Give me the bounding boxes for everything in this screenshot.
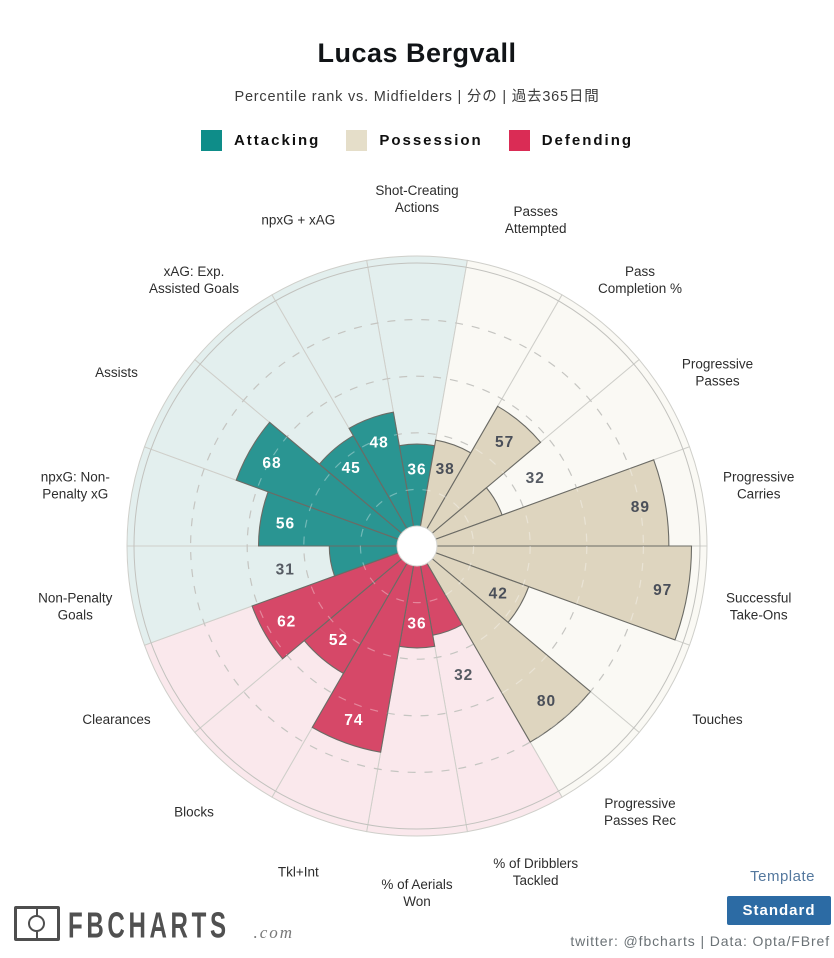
stat-label-14: npxG: Non-Penalty xG [41,470,110,502]
legend-label-possession: Possession [379,132,483,149]
template-standard-button[interactable]: Standard [727,896,831,925]
football-pitch-icon [14,906,60,941]
legend-item-attacking: Attacking [200,130,321,151]
defending-swatch-icon [508,130,530,151]
value-label-5: 97 [653,582,672,599]
stat-label-6: Touches [692,712,743,727]
slice-value-17 [348,411,418,547]
stat-label-16: xAG: Exp. Assisted Goals [149,264,239,296]
value-label-6: 42 [489,585,508,602]
gridline-overlay-20 [359,488,475,604]
stat-label-15: Assists [95,365,138,380]
stat-label-5: Successful Take-Ons [726,590,791,622]
value-label-7: 80 [537,693,556,710]
gridline-overlay-80 [236,406,644,753]
slice-value-7 [416,545,592,743]
legend-item-defending: Defending [508,130,634,151]
value-label-3: 32 [526,470,545,487]
legend-label-attacking: Attacking [233,132,321,149]
legend-label-defending: Defending [541,132,634,149]
slice-value-12 [251,545,418,660]
value-label-13: 31 [276,562,295,579]
brand-tld: .com [253,923,295,942]
stat-label-2: Pass Completion % [598,264,682,296]
brand-logo: FBCHARTS .com [14,906,294,943]
stat-label-3: Progressive Passes [682,357,753,389]
slice-value-10 [311,545,418,753]
value-label-14: 56 [276,515,295,532]
value-label-4: 89 [631,499,650,516]
value-label-9: 36 [407,615,426,632]
stat-label-4: Progressive Carries [723,470,794,502]
stat-label-12: Clearances [82,712,151,727]
stat-label-13: Non-Penalty Goals [38,590,113,622]
value-label-15: 68 [262,455,281,472]
page-title: Lucas Bergvall [317,38,517,68]
value-label-16: 45 [342,460,361,477]
value-label-11: 52 [329,632,348,649]
outer-ring [133,262,701,830]
value-label-10: 74 [344,712,363,729]
slice-value-2 [416,405,542,547]
stat-label-1: Passes Attempted [505,204,567,236]
attacking-swatch-icon [200,130,222,151]
credit-line: twitter: @fbcharts | Data: Opta/FBref [570,933,830,949]
brand-name: FBCHARTS [68,904,230,946]
stat-label-10: Tkl+Int [278,865,319,880]
value-label-12: 62 [277,614,296,631]
center-circle [396,525,438,567]
value-label-1: 38 [436,461,455,478]
page-subtitle: Percentile rank vs. Midfielders | 分の | 過… [234,89,600,105]
stat-label-9: % of Aerials Won [381,877,453,909]
legend: Attacking Possession Defending [0,130,834,151]
stat-label-11: Blocks [174,804,214,819]
legend-item-possession: Possession [346,130,482,151]
stat-label-0: Shot-Creating Actions [375,183,458,215]
value-label-8: 32 [454,667,473,684]
slice-value-15 [235,421,418,547]
stat-label-17: npxG + xAG [261,212,335,227]
slice-value-5 [416,545,693,641]
possession-swatch-icon [346,130,368,151]
value-label-0: 36 [407,462,426,479]
stat-label-7: Progressive Passes Rec [604,796,676,828]
template-label: Template [750,868,815,885]
value-label-2: 57 [495,434,514,451]
value-label-17: 48 [369,434,388,451]
stat-label-8: % of Dribblers Tackled [493,856,578,888]
